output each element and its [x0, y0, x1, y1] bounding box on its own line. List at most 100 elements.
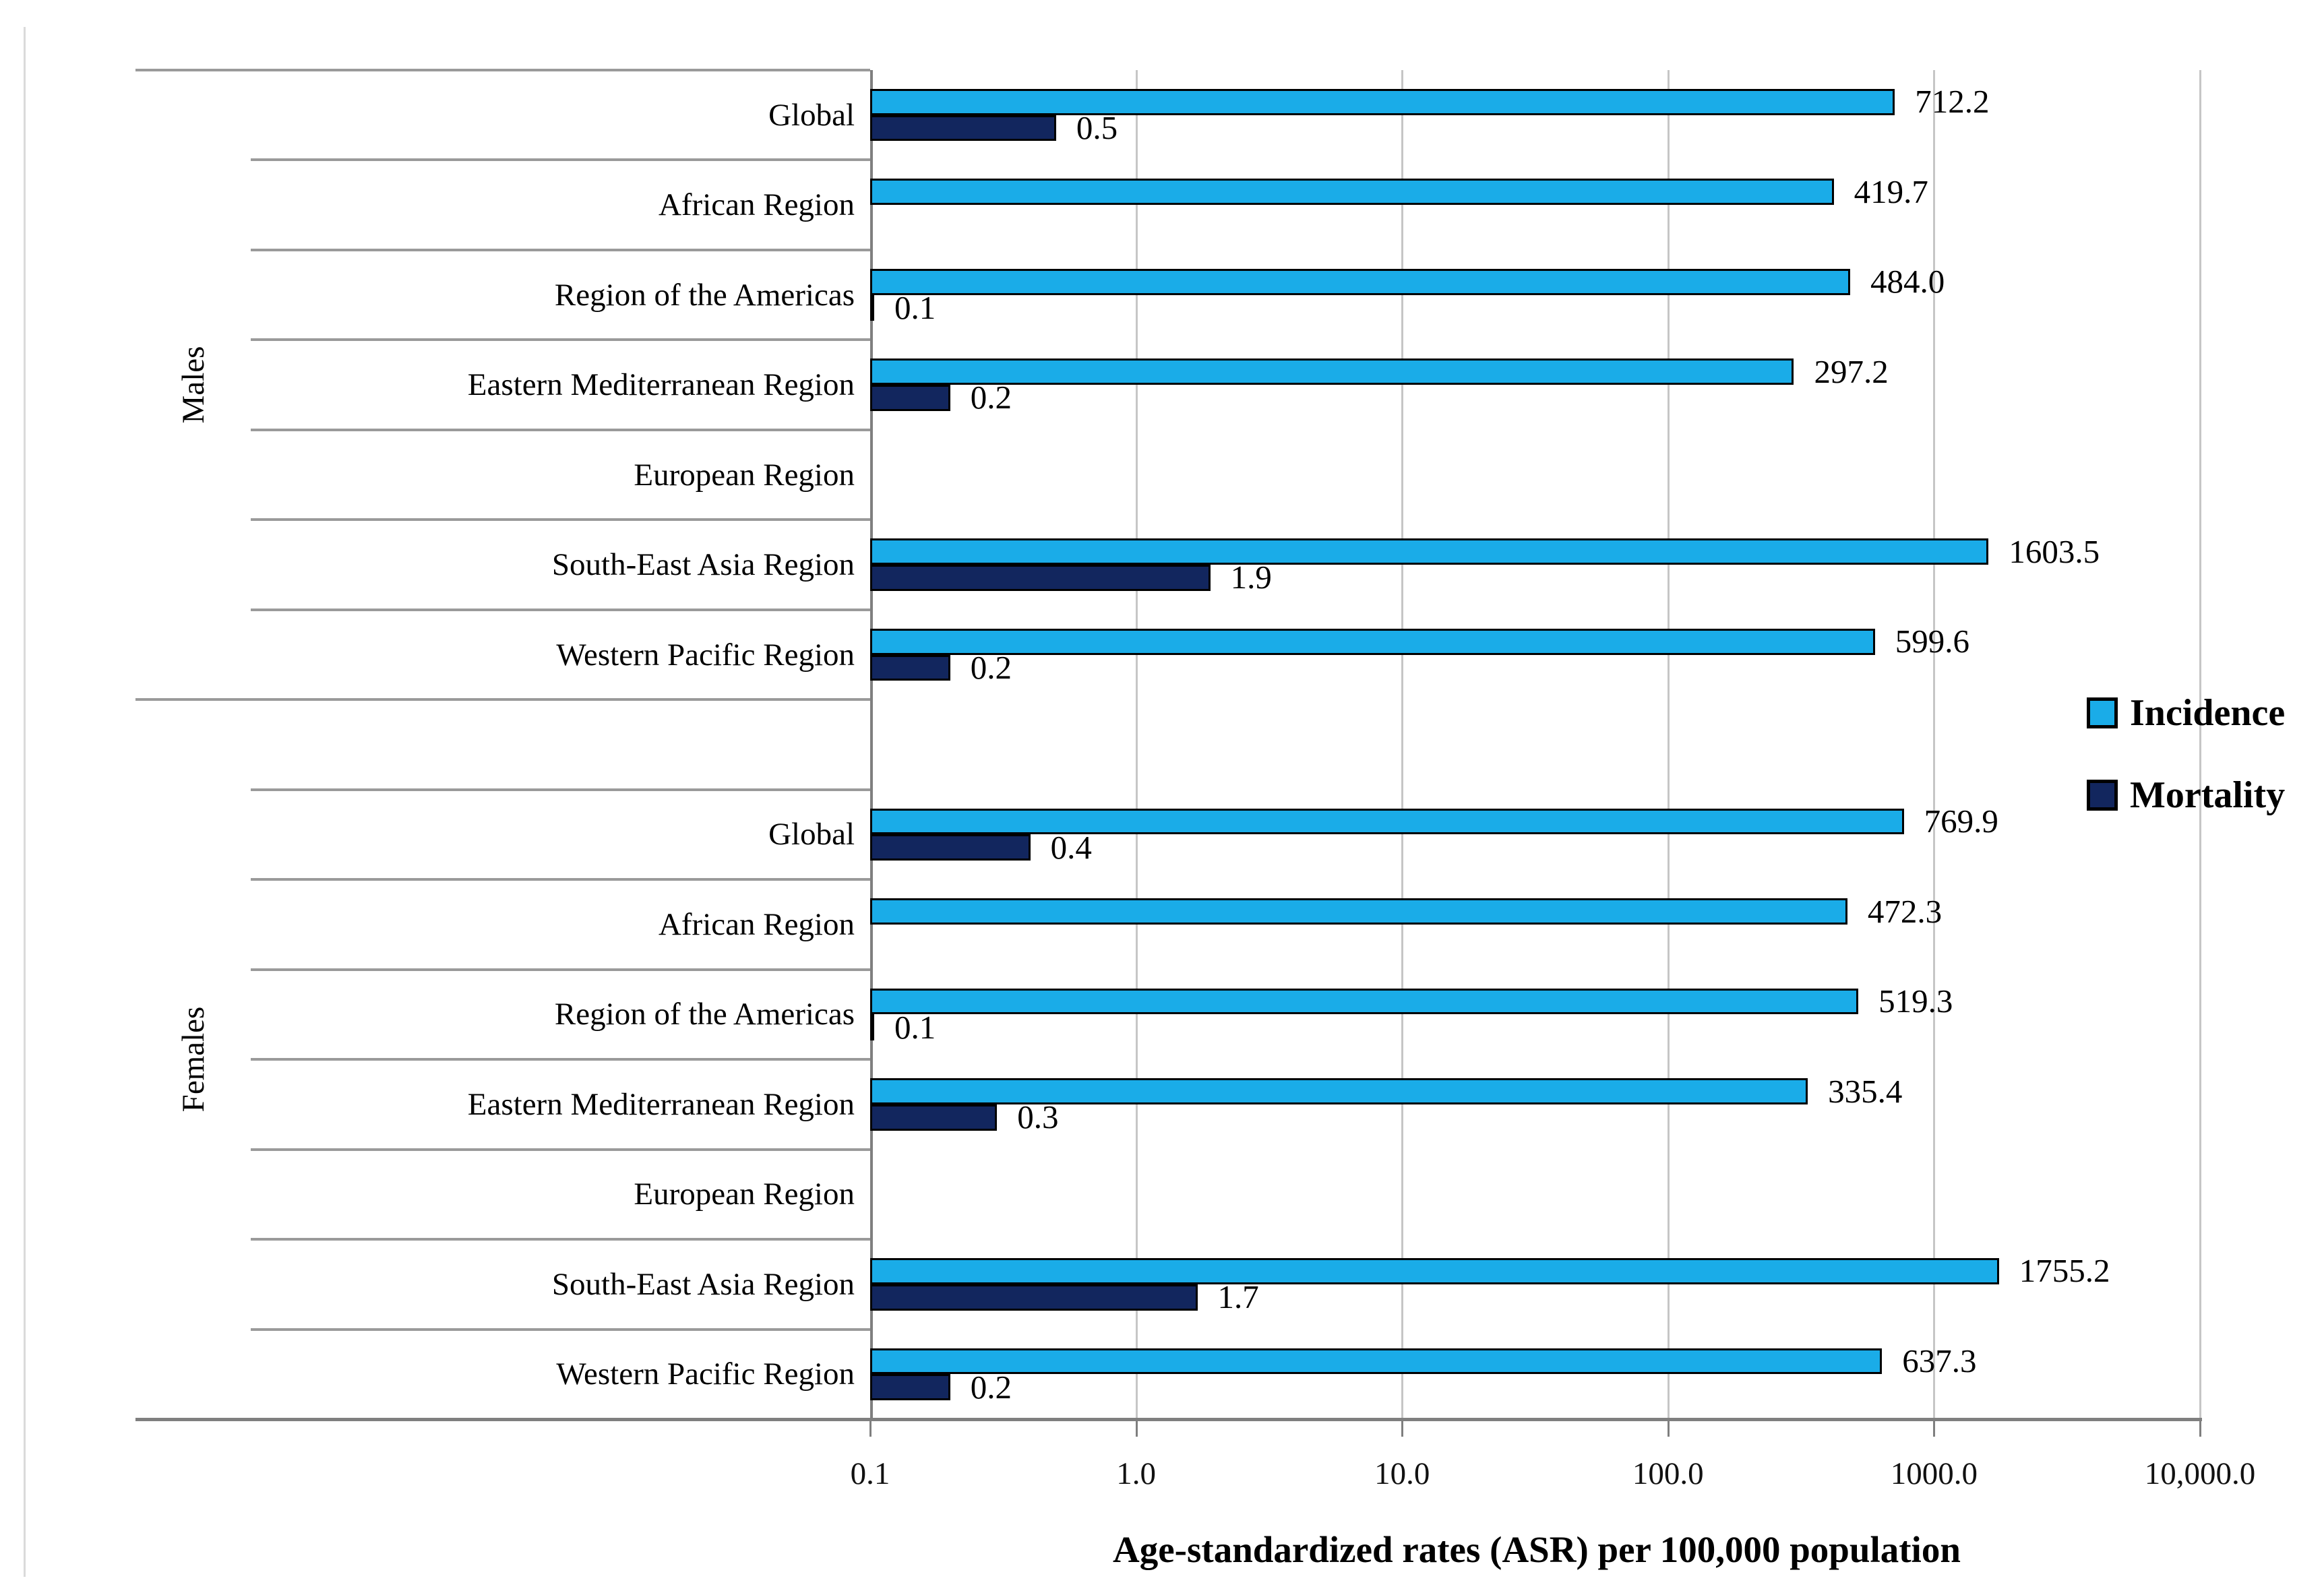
mortality-bar [870, 1284, 1198, 1311]
x-axis-tick [869, 1419, 872, 1437]
category-label: Eastern Mediterranean Region [467, 367, 855, 403]
incidence-value-label: 519.3 [1878, 982, 1953, 1020]
incidence-bar [870, 358, 1794, 385]
mortality-value-label: 0.4 [1050, 828, 1092, 866]
legend-label-incidence: Incidence [2130, 692, 2286, 734]
category-label: African Region [658, 187, 855, 223]
incidence-value-label: 712.2 [1915, 83, 1990, 121]
mortality-value-label: 0.2 [970, 1368, 1012, 1406]
group-divider [135, 69, 870, 71]
mortality-value-label: 0.2 [970, 648, 1012, 686]
incidence-value-label: 335.4 [1828, 1072, 1903, 1110]
mortality-bar [870, 565, 1211, 591]
group-label-females: Females [176, 1006, 211, 1113]
figure-left-border [24, 27, 26, 1577]
mortality-value-label: 0.5 [1076, 109, 1118, 147]
mortality-bar [870, 294, 874, 321]
mortality-bar [870, 834, 1031, 861]
mortality-value-label: 0.1 [894, 1008, 936, 1046]
gridline [1401, 70, 1404, 1419]
incidence-bar [870, 628, 1875, 655]
incidence-value-label: 484.0 [1870, 263, 1945, 301]
incidence-value-label: 769.9 [1924, 803, 1998, 840]
mortality-bar [870, 115, 1056, 142]
mortality-swatch-icon [2087, 780, 2118, 811]
x-axis-tick [2199, 1419, 2201, 1437]
incidence-bar [870, 538, 1989, 565]
incidence-bar [870, 1078, 1808, 1104]
row-separator [251, 1238, 870, 1241]
x-tick-label: 10,000.0 [2144, 1456, 2256, 1491]
incidence-value-label: 297.2 [1814, 352, 1889, 390]
x-axis-line [135, 1418, 2202, 1421]
row-separator [251, 1328, 870, 1331]
category-label: Region of the Americas [554, 997, 855, 1032]
mortality-value-label: 0.2 [970, 379, 1012, 416]
mortality-value-label: 1.7 [1217, 1278, 1259, 1316]
category-label: Global [768, 97, 855, 133]
incidence-bar [870, 179, 1834, 206]
category-label: Eastern Mediterranean Region [467, 1086, 855, 1122]
incidence-value-label: 1603.5 [2009, 532, 2100, 570]
row-separator [251, 338, 870, 342]
incidence-value-label: 419.7 [1854, 173, 1928, 210]
gridline [1135, 70, 1138, 1419]
gridline [1933, 70, 1936, 1419]
x-axis-tick [1667, 1419, 1670, 1437]
mortality-bar [870, 1374, 950, 1400]
row-separator [251, 1058, 870, 1061]
row-separator [251, 248, 870, 251]
incidence-bar [870, 808, 1904, 835]
category-label: Region of the Americas [554, 277, 855, 313]
category-axis-line [870, 70, 873, 1419]
incidence-bar [870, 268, 1851, 295]
category-label: Global [768, 817, 855, 852]
x-axis-tick [1401, 1419, 1404, 1437]
row-separator [251, 1148, 870, 1151]
category-label: Western Pacific Region [556, 1356, 855, 1392]
group-divider [135, 698, 870, 701]
mortality-bar [870, 654, 950, 681]
incidence-value-label: 472.3 [1867, 892, 1943, 930]
row-separator [251, 608, 870, 611]
mortality-value-label: 0.1 [894, 289, 936, 327]
x-tick-label: 1.0 [1116, 1456, 1156, 1491]
row-separator [251, 158, 870, 162]
mortality-bar [870, 1104, 998, 1131]
x-tick-label: 1000.0 [1890, 1456, 1978, 1491]
x-tick-label: 100.0 [1632, 1456, 1704, 1491]
legend-entry-incidence: Incidence [2087, 691, 2285, 735]
mortality-value-label: 0.3 [1017, 1098, 1059, 1136]
x-tick-label: 10.0 [1374, 1456, 1430, 1491]
mortality-bar [870, 385, 950, 411]
gridline [2199, 70, 2201, 1419]
incidence-value-label: 599.6 [1895, 623, 1969, 660]
incidence-swatch-icon [2087, 697, 2118, 728]
category-label: Western Pacific Region [556, 637, 855, 673]
mortality-bar [870, 1014, 874, 1041]
incidence-bar [870, 898, 1847, 925]
x-axis-tick [1135, 1419, 1138, 1437]
incidence-value-label: 637.3 [1902, 1342, 1977, 1379]
group-label-males: Males [176, 346, 211, 424]
legend-label-mortality: Mortality [2130, 774, 2286, 816]
incidence-bar [870, 89, 1895, 115]
x-axis-tick [1933, 1419, 1936, 1437]
category-label: South-East Asia Region [551, 547, 855, 583]
x-axis-title: Age-standardized rates (ASR) per 100,000… [1113, 1529, 1961, 1570]
incidence-bar [870, 988, 1859, 1015]
x-tick-label: 0.1 [850, 1456, 890, 1491]
category-label: European Region [634, 1177, 855, 1212]
category-label: European Region [634, 457, 855, 493]
row-separator [251, 518, 870, 522]
category-label: African Region [658, 906, 855, 942]
incidence-bar [870, 1258, 1999, 1284]
row-separator [251, 428, 870, 431]
gridline [1667, 70, 1670, 1419]
incidence-bar [870, 1348, 1883, 1375]
incidence-value-label: 1755.2 [2019, 1252, 2110, 1290]
row-separator [251, 968, 870, 971]
legend-entry-mortality: Mortality [2087, 774, 2285, 817]
row-separator [251, 878, 870, 881]
